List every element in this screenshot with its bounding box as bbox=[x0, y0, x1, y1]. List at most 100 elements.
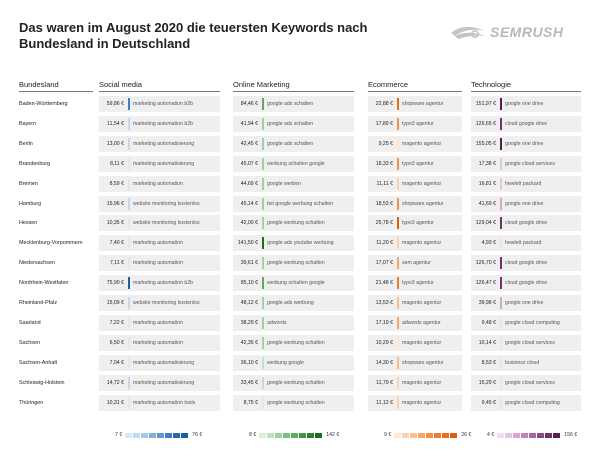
table-cell: 9,45 € google cloud computing bbox=[471, 394, 581, 411]
table-cell: 15,09 € website monitoring kostenlos bbox=[99, 295, 220, 311]
keyword-label: google cloud computing bbox=[505, 319, 560, 326]
cell-value: 17,89 € bbox=[375, 120, 393, 127]
legend-swatch bbox=[402, 432, 410, 438]
keyword-label: google one drive bbox=[505, 200, 544, 207]
cell-value: 22,88 € bbox=[375, 101, 393, 107]
state-label: Hamburg bbox=[19, 200, 42, 207]
legend-swatches bbox=[394, 432, 458, 438]
table-cell: 10,14 € google cloud services bbox=[471, 334, 581, 351]
keyword-label: hewlett packard bbox=[505, 180, 542, 187]
table-cell: 7,11 € marketing automation bbox=[99, 255, 220, 272]
value-bar bbox=[262, 316, 264, 329]
keyword-label: google cloud services bbox=[505, 160, 555, 167]
keyword-label: google werbung schalten bbox=[267, 399, 325, 406]
legend: 7 € 76 € bbox=[115, 432, 202, 438]
keyword-label: magento agentur bbox=[402, 180, 442, 187]
keyword-label: google ads schalten bbox=[267, 101, 314, 107]
state-label: Sachsen bbox=[19, 339, 40, 346]
value-bar bbox=[128, 137, 130, 150]
value-bar bbox=[262, 297, 264, 309]
value-bar bbox=[128, 217, 130, 230]
cell-value: 10,14 € bbox=[478, 339, 496, 346]
row-header: Bundesland bbox=[19, 80, 59, 89]
value-bar bbox=[397, 137, 399, 150]
table-cell: 8,11 € marketing automatisierung bbox=[99, 155, 220, 172]
legend-swatch bbox=[181, 432, 189, 438]
value-bar bbox=[262, 117, 264, 130]
value-bar bbox=[262, 356, 264, 369]
table-cell: 9,48 € google cloud computing bbox=[471, 314, 581, 331]
cell-value: 16,81 € bbox=[478, 180, 496, 187]
cell-value: 39,98 € bbox=[478, 300, 496, 306]
table-cell: 18,53 € shopware agentur bbox=[368, 195, 462, 212]
value-bar bbox=[397, 157, 399, 170]
value-bar bbox=[262, 197, 264, 210]
value-bar bbox=[500, 396, 502, 409]
keyword-label: magento agentur bbox=[402, 300, 442, 306]
legend-min-label: 7 € bbox=[115, 432, 123, 438]
legend-swatch bbox=[259, 432, 267, 438]
table-cell: 85,10 € werbung schalten google bbox=[233, 275, 354, 292]
table-cell: 18,33 € typo3 agentur bbox=[368, 155, 462, 172]
table-cell: 36,10 € werbung google bbox=[233, 354, 354, 371]
state-label: Mecklenburg-Vorpommern bbox=[19, 240, 83, 247]
cell-value: 126,47 € bbox=[475, 280, 496, 287]
value-bar bbox=[397, 376, 399, 389]
table-cell: 41,94 € google ads schalten bbox=[233, 115, 354, 132]
table-cell: 126,47 € cloud google drive bbox=[471, 275, 581, 292]
legend-swatch bbox=[497, 432, 505, 438]
cell-value: 10,29 € bbox=[375, 339, 393, 346]
value-bar bbox=[128, 356, 130, 369]
table-cell: 11,12 € magento agentur bbox=[368, 394, 462, 411]
value-bar bbox=[128, 376, 130, 389]
cell-value: 36,10 € bbox=[240, 359, 258, 366]
legend-max-label: 76 € bbox=[192, 432, 203, 438]
cell-value: 8,75 € bbox=[243, 399, 258, 406]
legend-swatch bbox=[283, 432, 291, 438]
keyword-label: business cloud bbox=[505, 359, 540, 366]
cell-value: 21,48 € bbox=[375, 280, 393, 287]
table-cell: 10,31 € marketing automation tools bbox=[99, 394, 220, 411]
keyword-label: magento agentur bbox=[402, 339, 442, 346]
table-cell: 84,46 € google ads schalten bbox=[233, 96, 354, 112]
legend-min-label: 9 € bbox=[384, 432, 392, 438]
keyword-label: google werbung schalten bbox=[267, 339, 325, 346]
table-cell: 45,07 € werbung schalten google bbox=[233, 155, 354, 172]
table-cell: 11,54 € marketing automation b2b bbox=[99, 115, 220, 132]
state-label: Sachsen-Anhalt bbox=[19, 359, 58, 366]
table-cell: 8,75 € google werbung schalten bbox=[233, 394, 354, 411]
keyword-label: google werben bbox=[267, 180, 302, 187]
value-bar bbox=[262, 217, 264, 230]
keyword-label: magento agentur bbox=[402, 379, 442, 386]
keyword-label: marketing automation bbox=[133, 339, 183, 346]
keyword-label: typo3 agentur bbox=[402, 220, 434, 227]
table-cell: 17,38 € google cloud services bbox=[471, 155, 581, 172]
legend: 8 € 142 € bbox=[249, 432, 339, 438]
cell-value: 15,96 € bbox=[106, 200, 124, 207]
cell-value: 75,90 € bbox=[106, 280, 124, 287]
cell-value: 8,59 € bbox=[109, 180, 124, 187]
legend-swatch bbox=[133, 432, 141, 438]
legend-swatch bbox=[299, 432, 307, 438]
cell-value: 42,00 € bbox=[240, 220, 258, 227]
table-cell: 42,35 € google werbung schalten bbox=[233, 334, 354, 351]
state-label: Berlin bbox=[19, 140, 33, 147]
cell-value: 15,29 € bbox=[478, 379, 496, 386]
cell-value: 8,53 € bbox=[481, 359, 496, 366]
cell-value: 59,86 € bbox=[106, 101, 124, 107]
cell-value: 7,04 € bbox=[109, 359, 124, 366]
cell-value: 44,69 € bbox=[240, 180, 258, 187]
legend-max-label: 156 € bbox=[564, 432, 578, 438]
legend-swatch bbox=[315, 432, 323, 438]
cell-value: 129,04 € bbox=[475, 220, 496, 227]
cell-value: 45,14 € bbox=[240, 200, 258, 207]
table-cell: 48,12 € google ads werbung bbox=[233, 295, 354, 311]
state-label: Thüringen bbox=[19, 399, 44, 406]
keyword-label: werbung schalten google bbox=[267, 160, 325, 167]
value-bar bbox=[500, 157, 502, 170]
value-bar bbox=[262, 157, 264, 170]
table-cell: 15,29 € google cloud services bbox=[471, 374, 581, 391]
cell-value: 11,11 € bbox=[376, 180, 393, 187]
header-rule bbox=[368, 91, 462, 92]
keyword-label: werbung google bbox=[267, 359, 304, 366]
